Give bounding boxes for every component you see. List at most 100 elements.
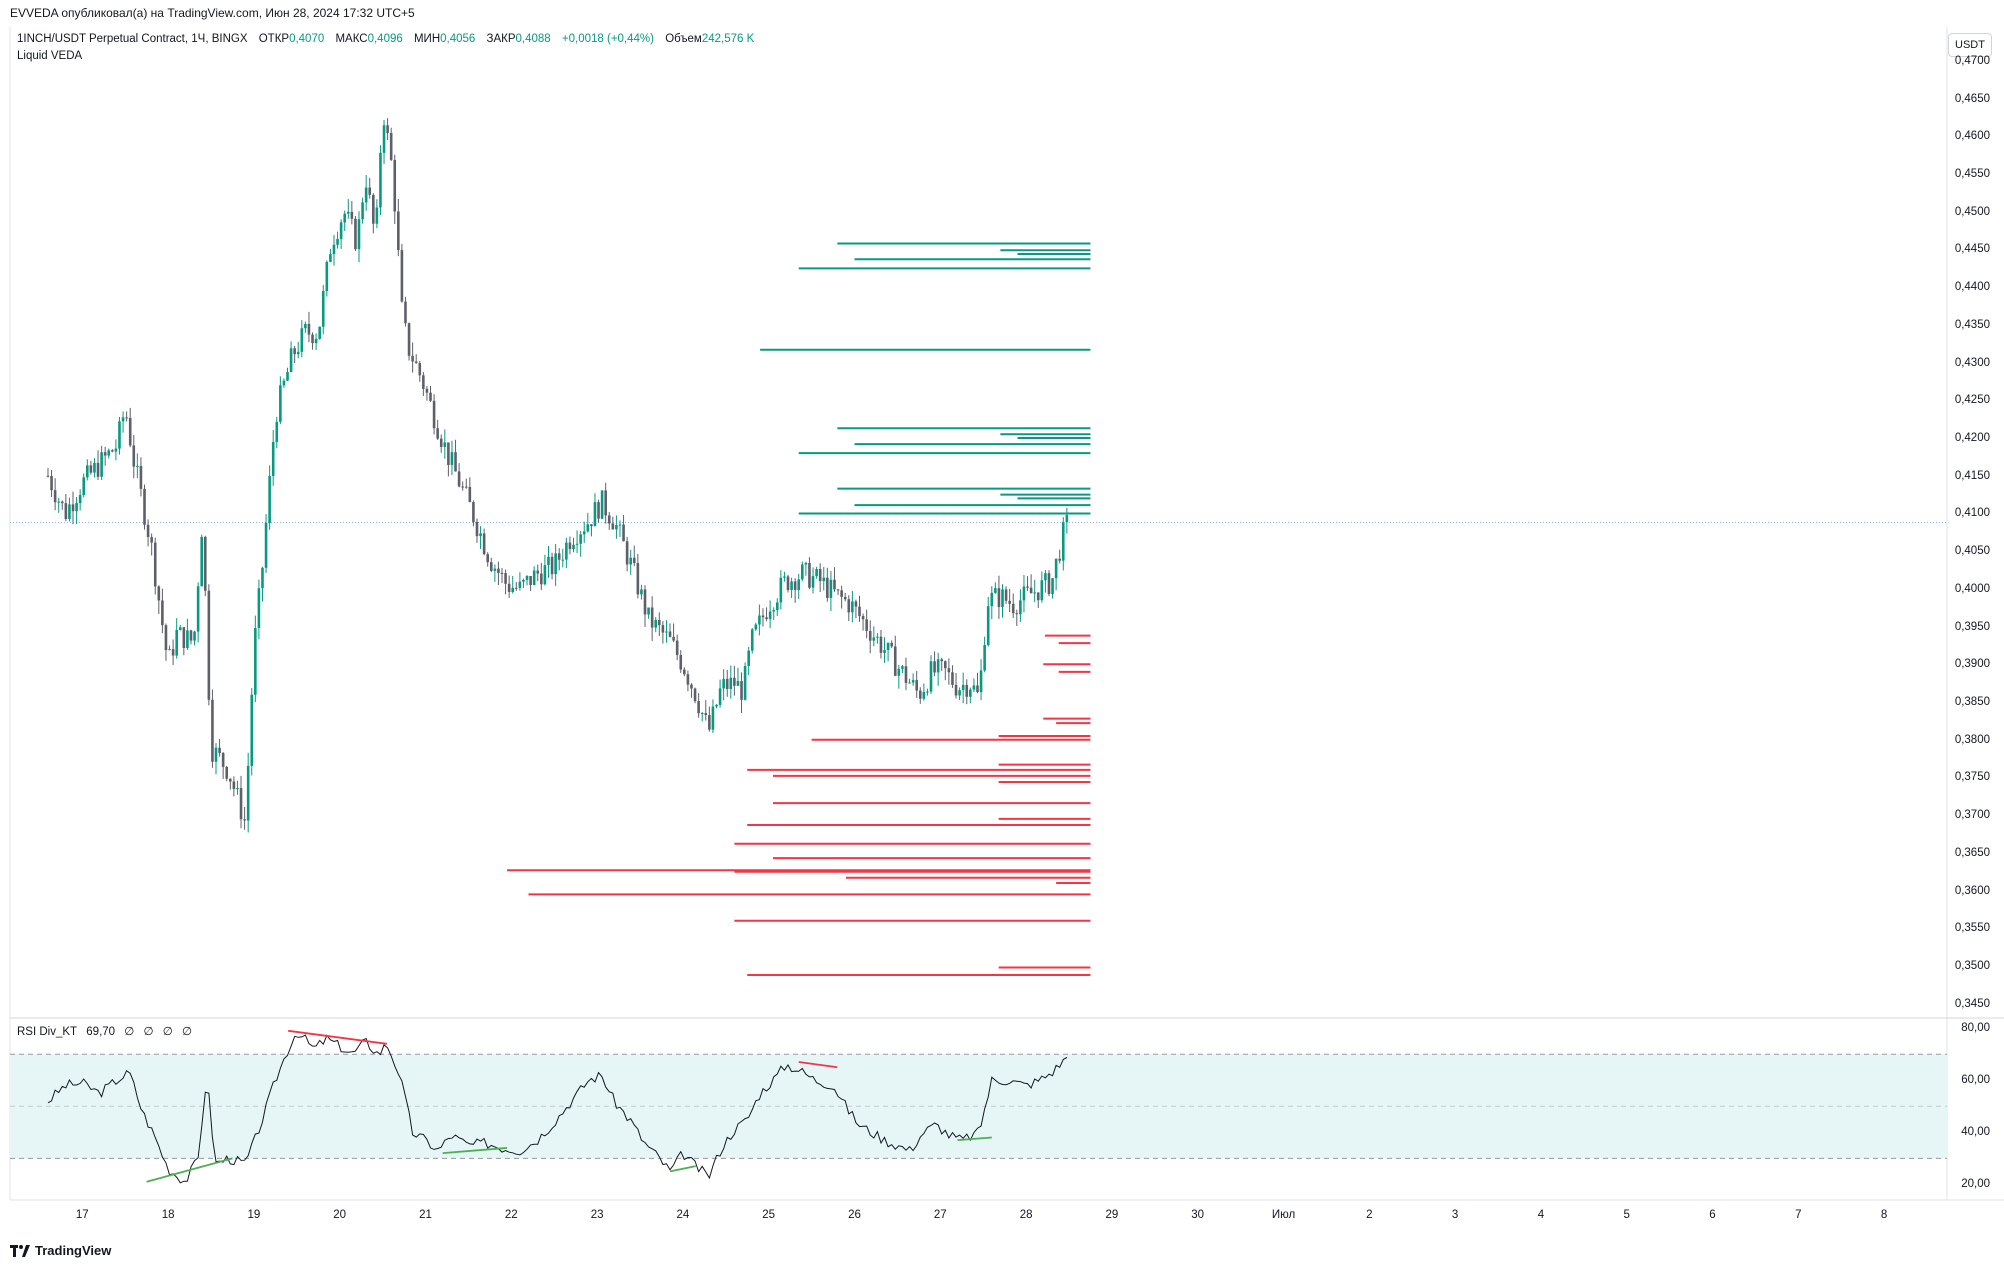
candle-body (472, 502, 475, 522)
price-tick-label: 0,3500 (1954, 959, 1990, 972)
candle-body (704, 713, 708, 716)
candle-body (1026, 586, 1029, 588)
candle-body (690, 684, 693, 689)
candle-body (321, 291, 325, 327)
price-tick-label: 0,3950 (1954, 620, 1990, 633)
candle-body (221, 753, 225, 767)
candle-body (96, 462, 100, 477)
candle-body (143, 488, 146, 525)
candle-body (801, 564, 804, 580)
low-label: МИН (413, 33, 441, 45)
candle-body (482, 533, 486, 555)
candle-body (1061, 522, 1065, 561)
candle-body (729, 677, 733, 689)
candle-body (264, 522, 268, 568)
rsi-extra: ∅ (143, 1026, 154, 1038)
candle-body (350, 211, 354, 219)
price-tick-label: 0,3450 (1954, 997, 1990, 1010)
candle-body (829, 579, 833, 598)
candle-body (361, 202, 364, 220)
bullish-divergence-line (669, 1165, 696, 1173)
time-tick-label: 27 (933, 1209, 947, 1221)
candle-body (854, 601, 858, 607)
bullish-divergence-line (146, 1157, 233, 1183)
tradingview-logo[interactable]: TradingView (10, 1243, 111, 1258)
candle-body (418, 363, 422, 376)
candle-body (454, 452, 457, 472)
candle-body (357, 219, 361, 250)
symbol-name[interactable]: 1INCH/USDT Perpetual Contract, 1Ч, BINGX (17, 33, 248, 45)
candle-body (893, 646, 897, 676)
candle-body (307, 323, 311, 335)
rsi-extra: ∅ (162, 1026, 173, 1038)
candle-body (768, 611, 772, 620)
candle-body (86, 465, 89, 478)
price-tick-label: 0,4550 (1954, 168, 1990, 181)
candle-body (740, 681, 743, 700)
candle-body (339, 222, 343, 239)
candle-body (929, 661, 933, 692)
candle-body (640, 589, 643, 595)
candle-body (60, 501, 64, 504)
candle-body (1015, 613, 1019, 615)
candle-body (750, 629, 754, 651)
change-value: +0,0018 (+0,44%) (561, 33, 654, 45)
candle-body (182, 627, 186, 648)
candle-body (125, 417, 128, 419)
candle-body (761, 615, 765, 618)
time-tick-label: 29 (1105, 1209, 1119, 1221)
price-tick-label: 0,4700 (1954, 54, 1990, 67)
candle-body (53, 490, 57, 503)
candle-body (289, 348, 293, 372)
price-tick-label: 0,4100 (1954, 507, 1990, 520)
rsi-extra: ∅ (124, 1026, 135, 1038)
candle-body (214, 747, 218, 762)
candle-body (808, 562, 811, 588)
candle-body (157, 586, 161, 601)
candle-body (708, 715, 711, 730)
indicator-legend[interactable]: Liquid VEDA (17, 50, 83, 62)
price-tick-label: 0,4200 (1954, 432, 1990, 445)
candle-body (597, 502, 600, 519)
candle-body (193, 631, 196, 641)
rsi-name: RSI Div_KT (17, 1026, 78, 1038)
candle-body (232, 781, 236, 790)
candle-body (986, 606, 990, 645)
candle-body (332, 244, 336, 255)
candle-body (1019, 600, 1022, 615)
candle-body (300, 328, 304, 352)
open-value: 0,4070 (289, 33, 325, 45)
price-tick-label: 0,3650 (1954, 846, 1990, 859)
candle-body (936, 659, 940, 673)
candle-body (225, 766, 229, 779)
candle-body (697, 701, 700, 714)
rsi-extra: ∅ (181, 1026, 192, 1038)
candle-body (876, 636, 879, 638)
candle-body (522, 579, 525, 582)
candle-body (461, 486, 464, 488)
bearish-divergence-line (288, 1029, 388, 1045)
price-tick-label: 0,3850 (1954, 696, 1990, 708)
candle-body (136, 465, 139, 467)
candle-body (404, 301, 407, 324)
currency-button[interactable]: USDT (1948, 33, 1992, 57)
candle-body (994, 588, 997, 593)
candle-body (50, 475, 53, 491)
candle-body (1058, 558, 1062, 561)
candle-body (314, 338, 318, 344)
candle-body (346, 211, 350, 214)
candle-body (407, 323, 411, 356)
open-label: ОТКР (258, 33, 290, 45)
branding-text: TradingView (35, 1243, 112, 1258)
candle-body (790, 581, 793, 591)
rsi-legend[interactable]: RSI Div_KT 69,70 ∅ ∅ ∅ ∅ (17, 1024, 198, 1038)
candle-body (354, 218, 357, 250)
candle-body (625, 541, 629, 565)
candle-body (969, 689, 972, 697)
candle-body (511, 587, 515, 593)
candle-body (658, 619, 661, 626)
candle-body (1047, 573, 1051, 595)
candle-body (489, 562, 493, 571)
time-tick-label: 8 (1880, 1209, 1888, 1221)
